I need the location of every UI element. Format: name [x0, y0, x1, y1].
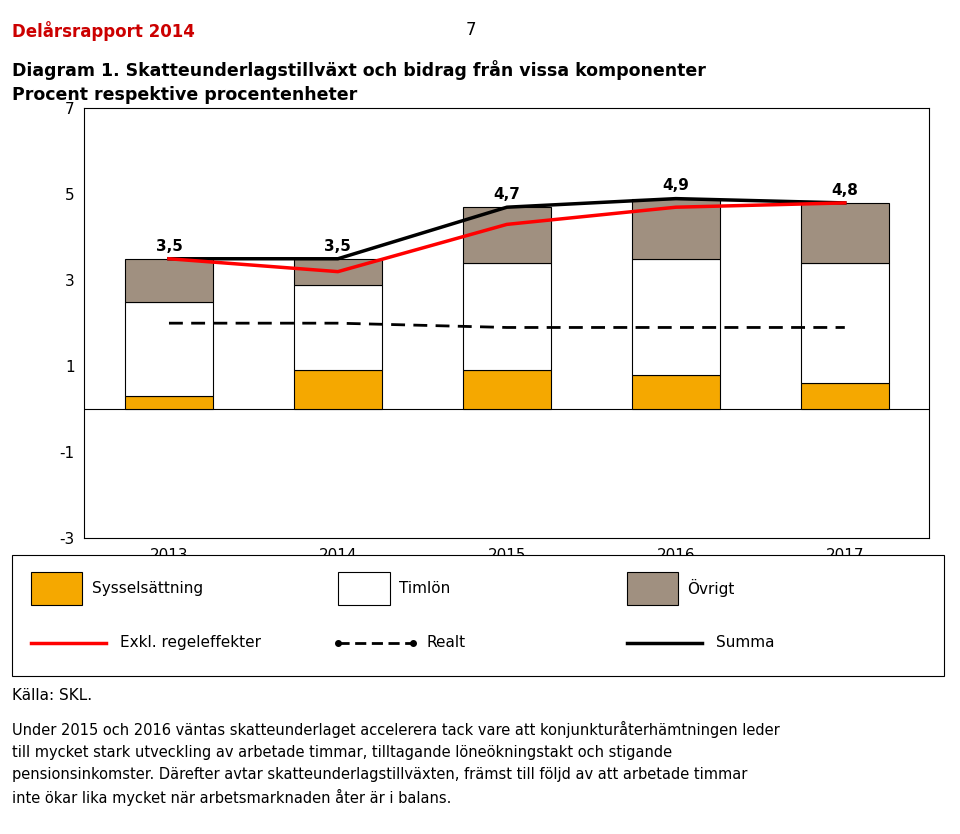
Bar — [632, 374, 720, 409]
FancyBboxPatch shape — [338, 571, 390, 605]
Bar — [294, 259, 382, 284]
FancyBboxPatch shape — [12, 555, 944, 676]
Bar — [632, 259, 720, 374]
Bar — [463, 370, 551, 409]
Bar — [125, 302, 213, 396]
FancyBboxPatch shape — [627, 571, 679, 605]
Text: 3,5: 3,5 — [324, 239, 351, 254]
Bar — [125, 259, 213, 302]
Text: Realt: Realt — [427, 636, 466, 651]
Bar — [125, 396, 213, 409]
Text: Summa: Summa — [715, 636, 774, 651]
Text: Exkl. regeleffekter: Exkl. regeleffekter — [120, 636, 260, 651]
Text: 3,5: 3,5 — [156, 239, 182, 254]
Bar — [801, 263, 889, 384]
Bar — [294, 284, 382, 370]
Text: 4,9: 4,9 — [662, 178, 689, 193]
Bar — [463, 207, 551, 263]
Bar — [801, 384, 889, 409]
Text: Timlön: Timlön — [399, 581, 450, 596]
Bar — [801, 203, 889, 263]
Text: 4,8: 4,8 — [831, 183, 858, 198]
Text: 4,7: 4,7 — [493, 187, 520, 202]
Text: Sysselsättning: Sysselsättning — [91, 581, 203, 596]
FancyBboxPatch shape — [31, 571, 83, 605]
Bar — [463, 263, 551, 370]
Text: Övrigt: Övrigt — [687, 580, 735, 597]
Text: Diagram 1. Skatteunderlagstillväxt och bidrag från vissa komponenter: Diagram 1. Skatteunderlagstillväxt och b… — [12, 60, 707, 80]
Text: Procent respektive procentenheter: Procent respektive procentenheter — [12, 86, 358, 104]
Text: Delårsrapport 2014: Delårsrapport 2014 — [12, 21, 195, 41]
Text: 7: 7 — [466, 21, 475, 39]
Bar — [294, 370, 382, 409]
Text: Källa: SKL.: Källa: SKL. — [12, 688, 92, 703]
Text: Under 2015 och 2016 väntas skatteunderlaget accelerera tack vare att konjunkturå: Under 2015 och 2016 väntas skatteunderla… — [12, 721, 780, 806]
Bar — [632, 198, 720, 259]
